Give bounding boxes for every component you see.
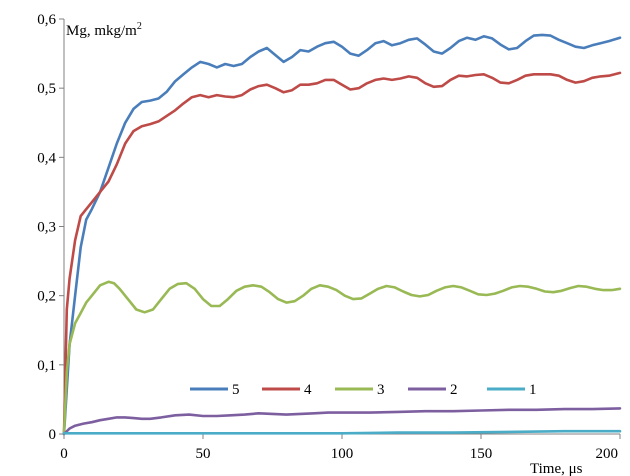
series-line-2 — [62, 407, 622, 436]
series-line-4 — [62, 71, 622, 436]
x-tick-label: 100 — [331, 446, 354, 462]
legend-label-3: 3 — [377, 382, 385, 398]
y-tick-label: 0,2 — [37, 289, 56, 305]
x-tick-label: 0 — [60, 446, 68, 462]
x-tick-label: 200 — [596, 446, 619, 462]
y-tick-label: 0 — [49, 427, 57, 443]
x-tick-label: 50 — [196, 446, 211, 462]
legend-label-5: 5 — [232, 382, 240, 398]
legend-label-4: 4 — [304, 382, 312, 398]
y-tick-label: 0,1 — [37, 358, 56, 374]
y-tick-label: 0,6 — [37, 12, 56, 28]
x-ticks: 0 50 100 150 200 — [60, 434, 621, 462]
y-axis-label: Mg, mkg/m2 — [66, 21, 142, 39]
series-group — [62, 33, 622, 436]
y-tick-label: 0,5 — [37, 81, 56, 97]
y-ticks: 0 0,1 0,2 0,3 0,4 0,5 0,6 — [37, 12, 64, 443]
series-line-5 — [62, 33, 622, 436]
legend: 5 4 3 2 1 — [190, 382, 537, 398]
x-axis-label: Time, μs — [530, 461, 583, 476]
axes — [63, 19, 620, 435]
x-tick-label: 150 — [470, 446, 493, 462]
legend-label-1: 1 — [529, 382, 537, 398]
y-tick-label: 0,3 — [37, 220, 56, 236]
series-line-1 — [62, 429, 622, 435]
series-line-3 — [62, 280, 622, 436]
legend-label-2: 2 — [450, 382, 458, 398]
y-tick-label: 0,4 — [37, 150, 56, 166]
